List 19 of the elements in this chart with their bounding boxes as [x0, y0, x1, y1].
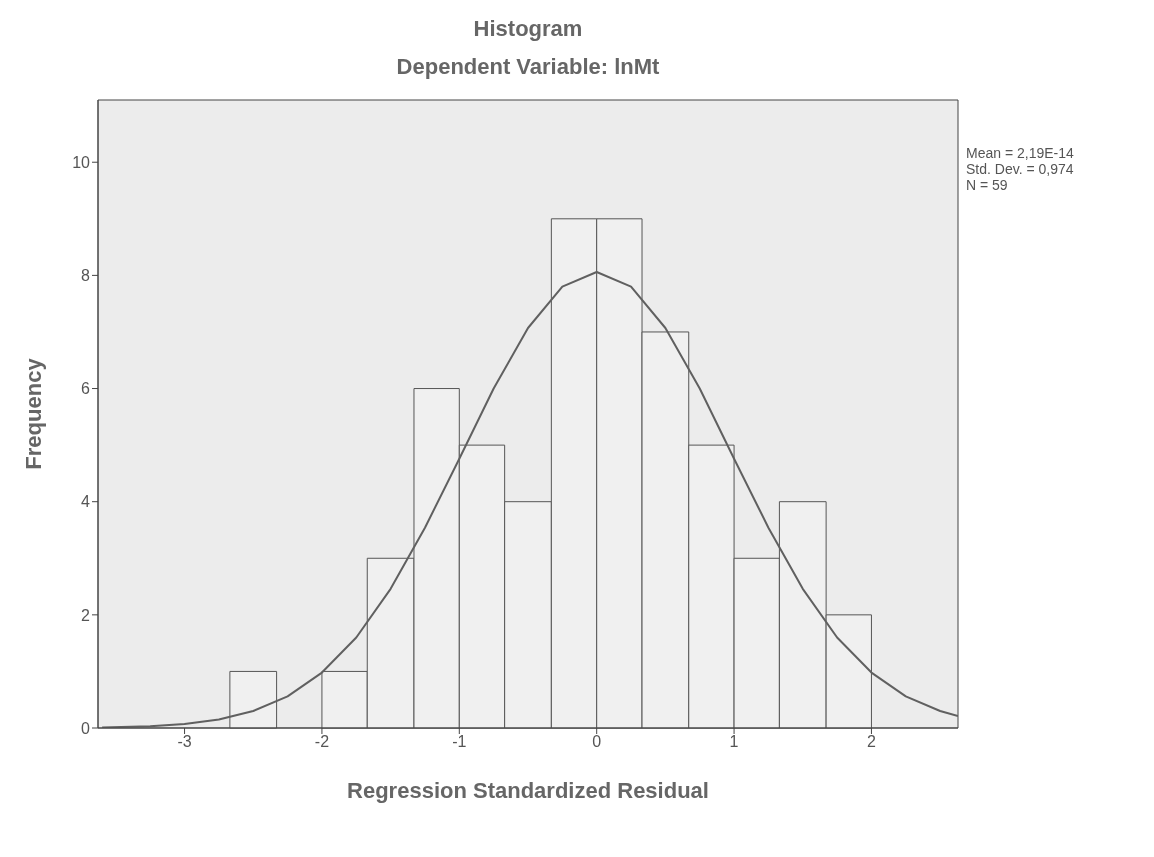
text: N = 59: [966, 177, 1009, 193]
y-tick-label: 4: [81, 493, 91, 511]
y-tick-label: 0: [81, 719, 91, 737]
x-tick-label: 2: [867, 733, 876, 751]
text: Std. Dev. = 0,974: [966, 161, 1074, 177]
x-tick-label: -2: [314, 733, 330, 751]
chart-title: Histogram: [472, 16, 584, 42]
x-axis-title: Regression Standardized Residual: [347, 778, 709, 803]
x-tick-label: 0: [592, 733, 602, 751]
chart-subtitle: Dependent Variable: lnMt: [395, 54, 661, 80]
y-axis-title: Frequency: [20, 357, 46, 470]
x-tick-label: 1: [729, 733, 739, 751]
x-tick-label: -3: [177, 733, 192, 751]
y-tick-label: 2: [81, 606, 91, 624]
text: Mean = 2,19E-14: [966, 145, 1074, 161]
y-tick-label: 8: [81, 267, 91, 285]
y-tick-label: 10: [72, 153, 91, 171]
y-tick-label: 6: [81, 380, 91, 398]
x-tick-label: -1: [452, 733, 467, 751]
